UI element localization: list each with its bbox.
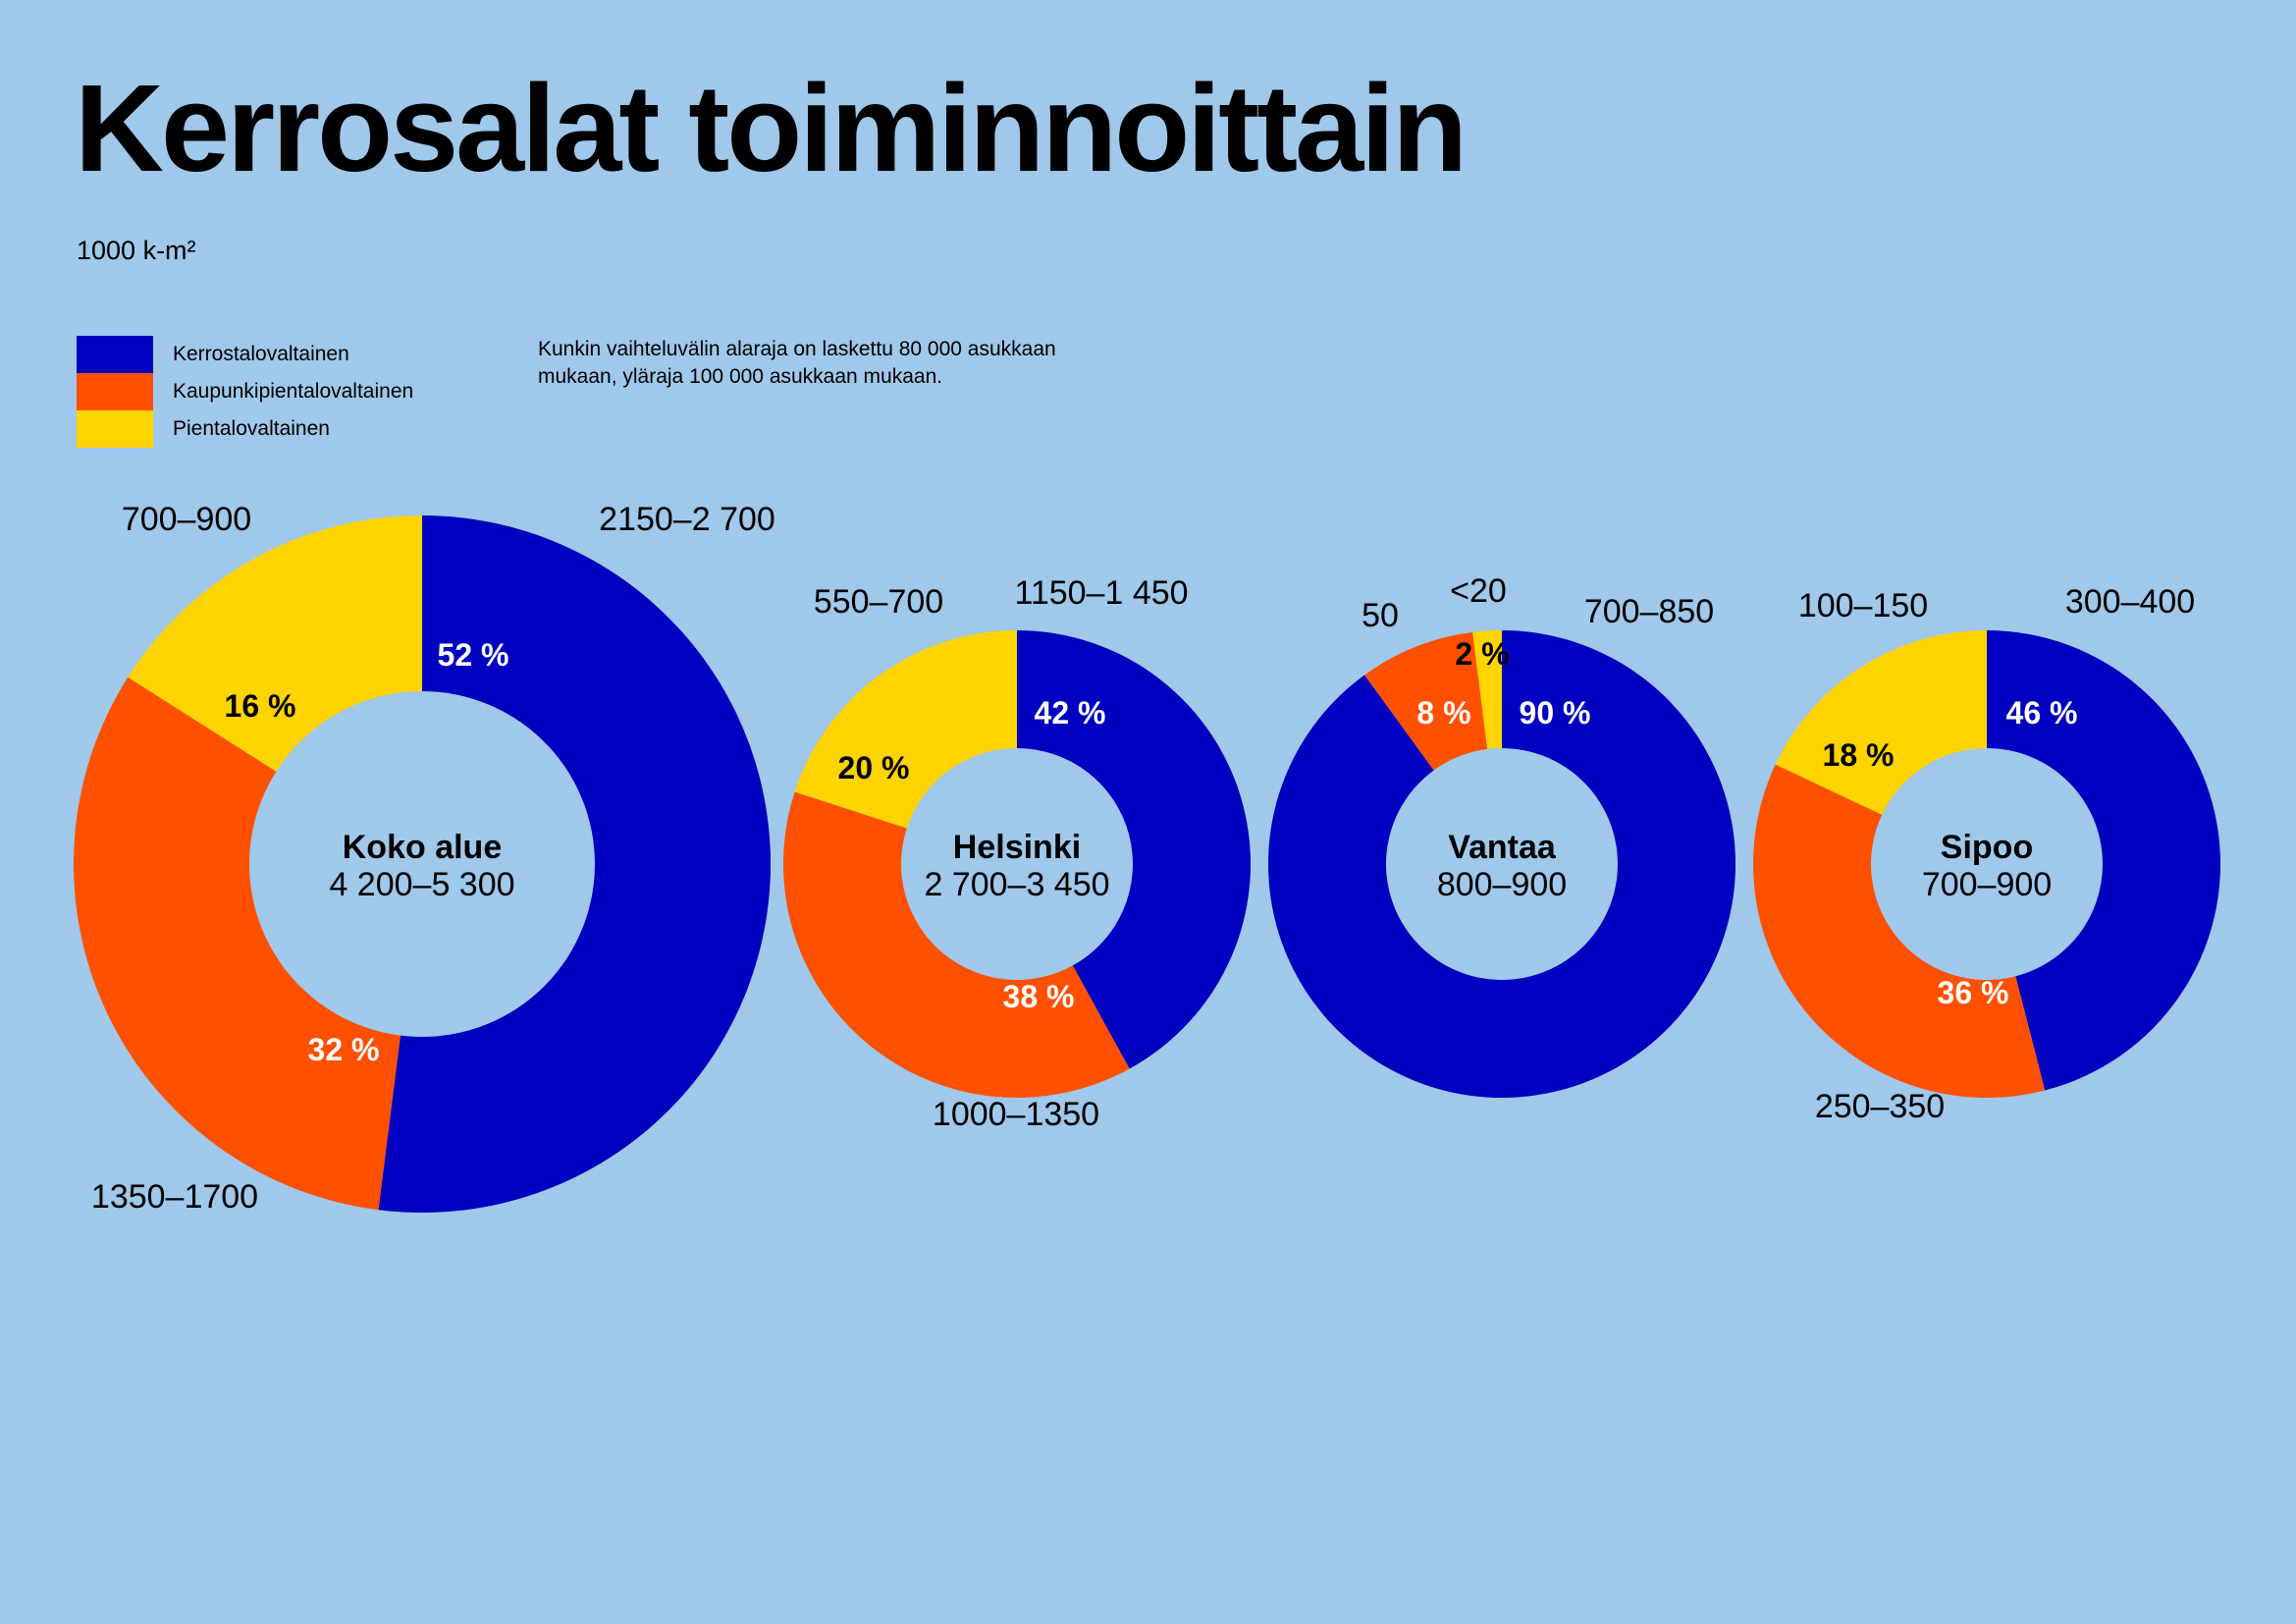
legend-swatch-pientalo bbox=[77, 410, 153, 448]
range-note: Kunkin vaihteluvälin alaraja on laskettu… bbox=[538, 338, 1056, 388]
center-total-koko-alue: 4 200–5 300 bbox=[329, 866, 514, 903]
slice-sipoo-kaupunkipientalovaltainen bbox=[1752, 764, 2046, 1099]
range-label-sipoo-pientalovaltainen: 100–150 bbox=[1798, 587, 1928, 624]
center-name-vantaa: Vantaa bbox=[1448, 829, 1557, 866]
legend-item-kaupunkipientalo: Kaupunkipientalovaltainen bbox=[77, 373, 413, 410]
slice-helsinki-kaupunkipientalovaltainen bbox=[783, 791, 1130, 1099]
pct-label-vantaa-kaupunkipientalovaltainen: 8 % bbox=[1416, 695, 1470, 731]
center-total-sipoo: 700–900 bbox=[1922, 866, 2052, 903]
center-total-vantaa: 800–900 bbox=[1437, 866, 1567, 903]
center-total-helsinki: 2 700–3 450 bbox=[924, 866, 1109, 903]
donut-helsinki: 42 % 1150–1 450 38 % 1000–1350 20 % 550–700 He… bbox=[783, 574, 1252, 1133]
center-name-helsinki: Helsinki bbox=[953, 829, 1081, 866]
pct-label-vantaa-pientalovaltainen: 2 % bbox=[1455, 636, 1509, 672]
range-label-koko-alue-pientalovaltainen: 700–900 bbox=[122, 501, 251, 538]
donut-sipoo: 46 % 300–400 36 % 250–350 18 % 100–150 Sipoo70… bbox=[1752, 583, 2221, 1125]
range-label-vantaa-kaupunkipientalovaltainen: 50 bbox=[1362, 597, 1399, 634]
range-label-sipoo-kerrostalovaltainen: 300–400 bbox=[2065, 583, 2195, 621]
legend-item-pientalo: Pientalovaltainen bbox=[77, 410, 413, 448]
slice-sipoo-pientalovaltainen bbox=[1775, 630, 1987, 815]
range-label-helsinki-kaupunkipientalovaltainen: 1000–1350 bbox=[933, 1096, 1099, 1133]
legend-label-kerrostalo: Kerrostalovaltainen bbox=[173, 343, 349, 365]
range-label-koko-alue-kaupunkipientalovaltainen: 1350–1700 bbox=[91, 1178, 258, 1216]
slice-helsinki-pientalovaltainen bbox=[794, 630, 1017, 829]
legend-label-kaupunkipientalo: Kaupunkipientalovaltainen bbox=[173, 380, 414, 403]
slice-koko-alue-kerrostalovaltainen bbox=[378, 515, 772, 1213]
donut-koko-alue: 52 % 2150–2 700 32 % 1350–1700 16 % 700–900 Ko… bbox=[74, 501, 775, 1216]
legend: Kerrostalovaltainen Kaupunkipientalovalt… bbox=[77, 336, 413, 448]
slice-koko-alue-pientalovaltainen bbox=[128, 515, 422, 772]
pct-label-helsinki-kerrostalovaltainen: 42 % bbox=[1035, 695, 1106, 731]
legend-label-pientalo: Pientalovaltainen bbox=[173, 417, 330, 440]
slice-helsinki-kerrostalovaltainen bbox=[1017, 630, 1252, 1069]
pct-label-vantaa-kerrostalovaltainen: 90 % bbox=[1520, 695, 1591, 731]
range-label-vantaa-kerrostalovaltainen: 700–850 bbox=[1584, 593, 1714, 630]
slice-vantaa-pientalovaltainen bbox=[1472, 630, 1502, 749]
range-label-koko-alue-kerrostalovaltainen: 2150–2 700 bbox=[599, 501, 775, 538]
range-label-vantaa-pientalovaltainen: <20 bbox=[1450, 572, 1507, 610]
slice-sipoo-kerrostalovaltainen bbox=[1987, 630, 2221, 1091]
legend-swatch-kerrostalo bbox=[77, 336, 153, 373]
slice-vantaa-kaupunkipientalovaltainen bbox=[1364, 631, 1488, 771]
legend-swatch-kaupunkipientalo bbox=[77, 373, 153, 410]
legend-item-kerrostalo: Kerrostalovaltainen bbox=[77, 336, 413, 373]
pct-label-sipoo-kerrostalovaltainen: 46 % bbox=[2006, 695, 2078, 731]
pct-label-helsinki-kaupunkipientalovaltainen: 38 % bbox=[1003, 979, 1075, 1014]
pct-label-sipoo-pientalovaltainen: 18 % bbox=[1823, 737, 1895, 773]
center-name-sipoo: Sipoo bbox=[1941, 829, 2033, 866]
slice-vantaa-kerrostalovaltainen bbox=[1268, 630, 1736, 1098]
range-label-sipoo-kaupunkipientalovaltainen: 250–350 bbox=[1815, 1088, 1945, 1125]
pct-label-helsinki-pientalovaltainen: 20 % bbox=[838, 750, 910, 785]
range-label-helsinki-pientalovaltainen: 550–700 bbox=[814, 583, 943, 621]
page-title: Kerrosalat toiminnoittain bbox=[75, 59, 1468, 197]
pct-label-koko-alue-pientalovaltainen: 16 % bbox=[225, 688, 296, 724]
pct-label-sipoo-kaupunkipientalovaltainen: 36 % bbox=[1938, 975, 2009, 1010]
unit-label: 1000 k-m² bbox=[77, 236, 196, 265]
slice-koko-alue-kaupunkipientalovaltainen bbox=[74, 677, 400, 1211]
range-label-helsinki-kerrostalovaltainen: 1150–1 450 bbox=[1014, 574, 1188, 612]
center-name-koko-alue: Koko alue bbox=[343, 829, 502, 866]
pct-label-koko-alue-kerrostalovaltainen: 52 % bbox=[438, 637, 509, 673]
pct-label-koko-alue-kaupunkipientalovaltainen: 32 % bbox=[308, 1032, 380, 1067]
